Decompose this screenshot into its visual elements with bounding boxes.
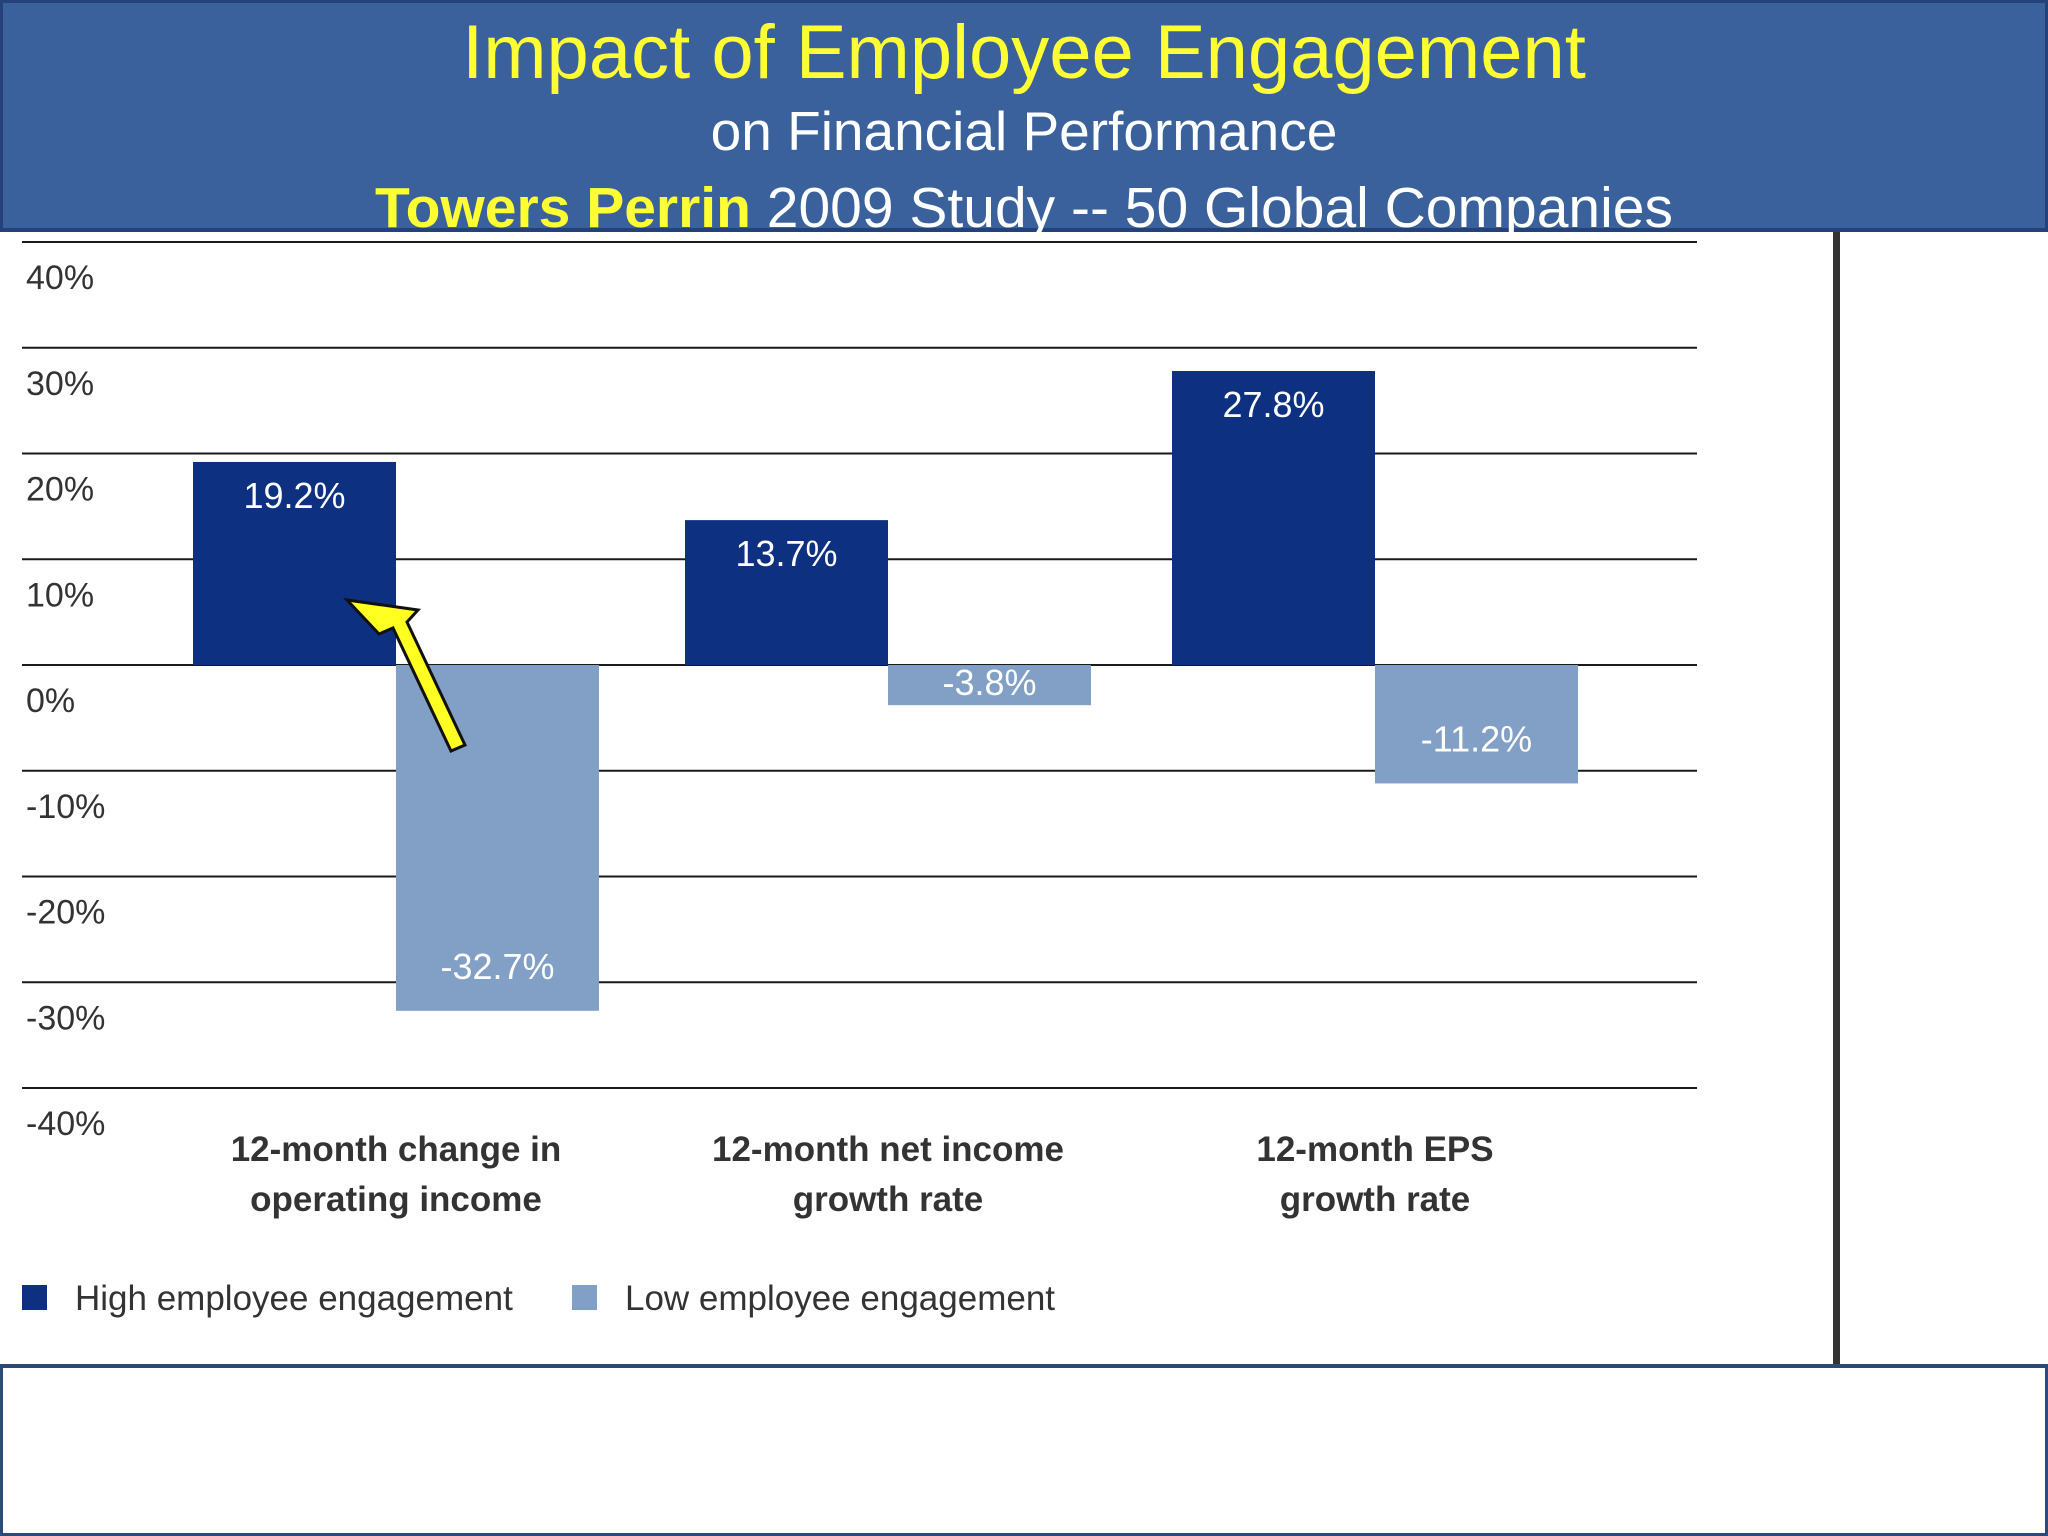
y-tick-label: -10%	[26, 788, 105, 826]
data-label: 19.2%	[243, 475, 345, 516]
category-label: growth rate	[793, 1180, 984, 1219]
data-labels: 19.2% 13.7% 27.8% -32.7% -3.8% -11.2%	[243, 384, 1532, 987]
category-label: 12-month EPS	[1256, 1130, 1493, 1169]
legend-swatch	[572, 1285, 597, 1310]
legend-swatch	[22, 1285, 47, 1310]
data-label: -11.2%	[1421, 718, 1532, 759]
data-label: 13.7%	[735, 533, 837, 574]
y-tick-label: 10%	[26, 576, 94, 614]
y-tick-label: 40%	[26, 259, 94, 297]
source-rest: 2009 Study -- 50 Global Companies	[750, 176, 1673, 240]
legend-label: Low employee engagement	[625, 1279, 1055, 1318]
y-tick-label: 20%	[26, 471, 94, 509]
annotation	[342, 597, 468, 753]
y-tick-label: -20%	[26, 894, 105, 932]
category-label: 12-month change in	[231, 1130, 562, 1169]
bar-low-3	[1375, 665, 1578, 784]
slide-subtitle: on Financial Performance	[710, 100, 1338, 162]
divider-rule	[1833, 232, 1840, 1364]
title-banner: Impact of Employee Engagement on Financi…	[0, 0, 2048, 240]
bar-low-1	[396, 665, 599, 1011]
category-label: 12-month net income	[712, 1130, 1064, 1169]
y-axis-ticks: 40% 30% 20% 10% 0% -10% -20% -30% -40%	[26, 259, 105, 1143]
legend-label: High employee engagement	[75, 1279, 513, 1318]
bar-high-1	[193, 461, 396, 665]
bar-high-3	[1172, 371, 1375, 665]
data-label: 27.8%	[1222, 384, 1324, 425]
slide-title: Impact of Employee Engagement	[462, 10, 1586, 95]
footer-box	[0, 1364, 2048, 1536]
bar-high-2	[685, 520, 888, 665]
category-labels: 12-month change in operating income 12-mon…	[231, 1130, 1494, 1219]
y-tick-label: 0%	[26, 682, 75, 720]
category-label: growth rate	[1280, 1180, 1471, 1219]
category-label: operating income	[250, 1180, 542, 1219]
bar-low-2	[888, 665, 1091, 706]
data-label: -32.7%	[440, 946, 554, 987]
y-tick-label: -40%	[26, 1105, 105, 1143]
source-highlight: Towers Perrin	[375, 176, 751, 240]
y-tick-label: 30%	[26, 365, 94, 403]
arrow-annotation	[342, 597, 468, 753]
bars	[193, 371, 1578, 1011]
bar-chart: 40% 30% 20% 10% 0% -10% -20% -30% -40% 19.2% 13.7…	[22, 241, 1697, 1318]
data-label: -3.8%	[942, 662, 1036, 703]
y-tick-label: -30%	[26, 999, 105, 1037]
legend: High employee engagement Low employee eng…	[22, 1279, 1055, 1318]
source-line: Towers Perrin 2009 Study -- 50 Global Co…	[3, 175, 2045, 241]
